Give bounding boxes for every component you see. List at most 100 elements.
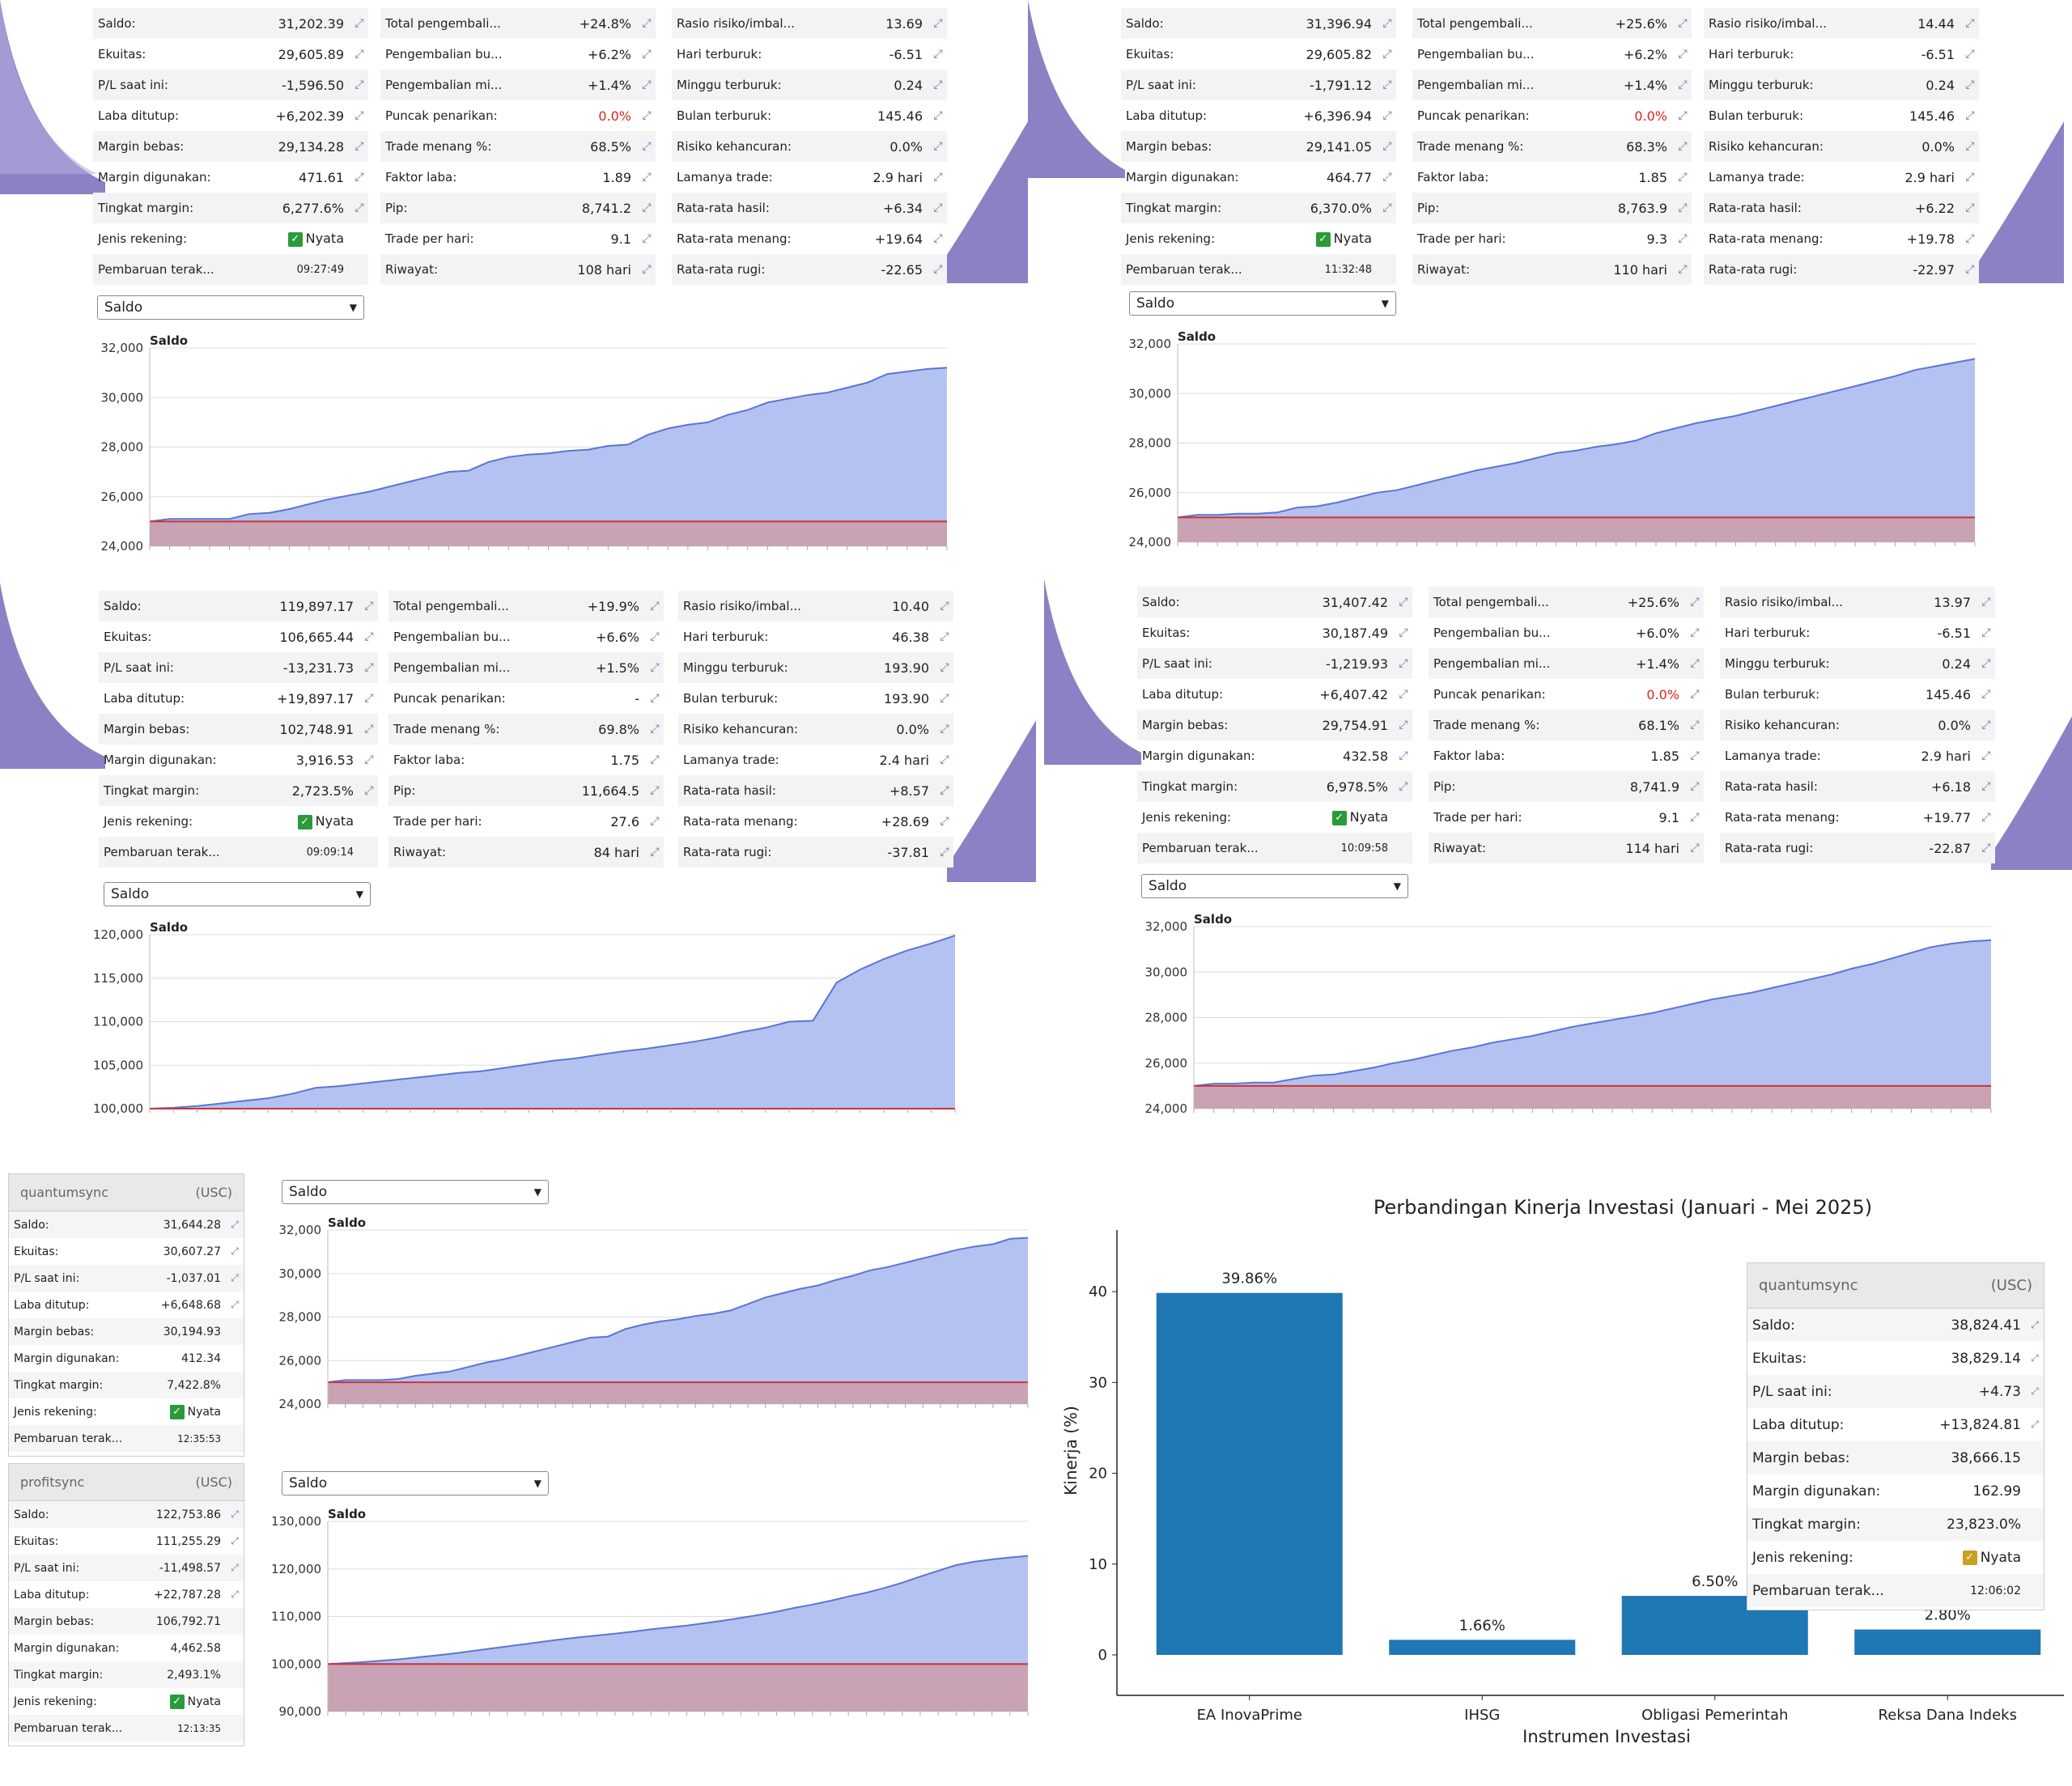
chart-link-icon[interactable]: ⤢	[940, 692, 949, 705]
chart-link-icon[interactable]: ⤢	[1981, 657, 1991, 670]
chart-link-icon[interactable]: ⤢	[1678, 140, 1688, 153]
chart-link-icon[interactable]: ⤢	[1981, 688, 1991, 701]
chart-link-icon[interactable]: ⤢	[2031, 1352, 2039, 1364]
chart-link-icon[interactable]: ⤢	[1690, 719, 1700, 732]
chart-link-icon[interactable]: ⤢	[1965, 263, 1975, 276]
chart-link-icon[interactable]: ⤢	[1965, 140, 1975, 153]
chart-link-icon[interactable]: ⤢	[355, 109, 364, 122]
chart-link-icon[interactable]: ⤢	[1965, 48, 1975, 61]
chart-link-icon[interactable]: ⤢	[933, 17, 943, 30]
chart-link-icon[interactable]: ⤢	[650, 815, 660, 828]
chart-link-icon[interactable]: ⤢	[1965, 171, 1975, 184]
chart-link-icon[interactable]: ⤢	[1690, 811, 1700, 824]
chart-link-icon[interactable]: ⤢	[940, 723, 949, 736]
chart-select[interactable]: Saldo ▼	[97, 295, 364, 320]
chart-link-icon[interactable]: ⤢	[1399, 626, 1408, 639]
chart-link-icon[interactable]: ⤢	[642, 140, 652, 153]
chart-link-icon[interactable]: ⤢	[1678, 17, 1688, 30]
chart-link-icon[interactable]: ⤢	[1382, 48, 1392, 61]
chart-link-icon[interactable]: ⤢	[1399, 780, 1408, 793]
chart-link-icon[interactable]: ⤢	[940, 661, 949, 674]
chart-link-icon[interactable]: ⤢	[933, 171, 943, 184]
chart-link-icon[interactable]: ⤢	[650, 784, 660, 797]
chart-link-icon[interactable]: ⤢	[1965, 78, 1975, 91]
chart-link-icon[interactable]: ⤢	[642, 78, 652, 91]
chart-link-icon[interactable]: ⤢	[1399, 719, 1408, 732]
chart-link-icon[interactable]: ⤢	[1690, 688, 1700, 701]
chart-link-icon[interactable]: ⤢	[1981, 719, 1991, 732]
chart-link-icon[interactable]: ⤢	[642, 202, 652, 214]
chart-link-icon[interactable]: ⤢	[2031, 1385, 2039, 1397]
chart-link-icon[interactable]: ⤢	[1678, 263, 1688, 276]
chart-select[interactable]: Saldo ▼	[282, 1180, 549, 1204]
chart-link-icon[interactable]: ⤢	[1965, 109, 1975, 122]
chart-link-icon[interactable]: ⤢	[355, 140, 364, 153]
chart-link-icon[interactable]: ⤢	[355, 48, 364, 61]
chart-link-icon[interactable]: ⤢	[2031, 1319, 2039, 1330]
chart-link-icon[interactable]: ⤢	[1678, 202, 1688, 214]
chart-link-icon[interactable]: ⤢	[940, 846, 949, 859]
chart-link-icon[interactable]: ⤢	[940, 815, 949, 828]
chart-link-icon[interactable]: ⤢	[940, 630, 949, 643]
chart-link-icon[interactable]: ⤢	[1981, 842, 1991, 855]
chart-link-icon[interactable]: ⤢	[933, 202, 943, 214]
chart-link-icon[interactable]: ⤢	[933, 109, 943, 122]
chart-link-icon[interactable]: ⤢	[933, 78, 943, 91]
chart-link-icon[interactable]: ⤢	[2031, 1419, 2039, 1430]
chart-link-icon[interactable]: ⤢	[231, 1508, 239, 1520]
chart-link-icon[interactable]: ⤢	[1690, 749, 1700, 762]
chart-link-icon[interactable]: ⤢	[642, 263, 652, 276]
chart-link-icon[interactable]: ⤢	[355, 17, 364, 30]
chart-link-icon[interactable]: ⤢	[231, 1245, 239, 1257]
chart-link-icon[interactable]: ⤢	[355, 171, 364, 184]
chart-link-icon[interactable]: ⤢	[364, 784, 374, 797]
chart-link-icon[interactable]: ⤢	[1965, 232, 1975, 245]
chart-link-icon[interactable]: ⤢	[1678, 109, 1688, 122]
chart-link-icon[interactable]: ⤢	[1678, 78, 1688, 91]
chart-link-icon[interactable]: ⤢	[1690, 596, 1700, 609]
chart-link-icon[interactable]: ⤢	[364, 753, 374, 766]
chart-link-icon[interactable]: ⤢	[650, 723, 660, 736]
chart-link-icon[interactable]: ⤢	[1399, 688, 1408, 701]
chart-link-icon[interactable]: ⤢	[933, 140, 943, 153]
chart-link-icon[interactable]: ⤢	[1382, 78, 1392, 91]
chart-link-icon[interactable]: ⤢	[1690, 626, 1700, 639]
chart-link-icon[interactable]: ⤢	[650, 753, 660, 766]
chart-link-icon[interactable]: ⤢	[1965, 202, 1975, 214]
chart-link-icon[interactable]: ⤢	[650, 600, 660, 613]
chart-link-icon[interactable]: ⤢	[1981, 749, 1991, 762]
chart-link-icon[interactable]: ⤢	[364, 661, 374, 674]
chart-link-icon[interactable]: ⤢	[1690, 780, 1700, 793]
chart-link-icon[interactable]: ⤢	[650, 661, 660, 674]
chart-link-icon[interactable]: ⤢	[364, 723, 374, 736]
chart-link-icon[interactable]: ⤢	[642, 232, 652, 245]
chart-link-icon[interactable]: ⤢	[364, 630, 374, 643]
chart-link-icon[interactable]: ⤢	[642, 109, 652, 122]
chart-link-icon[interactable]: ⤢	[1690, 657, 1700, 670]
chart-link-icon[interactable]: ⤢	[1382, 202, 1392, 214]
chart-link-icon[interactable]: ⤢	[1382, 17, 1392, 30]
chart-link-icon[interactable]: ⤢	[1981, 811, 1991, 824]
chart-link-icon[interactable]: ⤢	[1690, 842, 1700, 855]
chart-link-icon[interactable]: ⤢	[364, 600, 374, 613]
chart-link-icon[interactable]: ⤢	[1678, 171, 1688, 184]
chart-link-icon[interactable]: ⤢	[1399, 657, 1408, 670]
chart-link-icon[interactable]: ⤢	[940, 784, 949, 797]
chart-link-icon[interactable]: ⤢	[231, 1219, 239, 1230]
chart-link-icon[interactable]: ⤢	[1678, 48, 1688, 61]
chart-link-icon[interactable]: ⤢	[1382, 171, 1392, 184]
chart-link-icon[interactable]: ⤢	[650, 630, 660, 643]
chart-link-icon[interactable]: ⤢	[642, 171, 652, 184]
chart-link-icon[interactable]: ⤢	[364, 692, 374, 705]
chart-link-icon[interactable]: ⤢	[940, 600, 949, 613]
chart-link-icon[interactable]: ⤢	[933, 263, 943, 276]
chart-link-icon[interactable]: ⤢	[642, 48, 652, 61]
chart-link-icon[interactable]: ⤢	[355, 202, 364, 214]
chart-link-icon[interactable]: ⤢	[1965, 17, 1975, 30]
chart-link-icon[interactable]: ⤢	[231, 1535, 239, 1546]
chart-select[interactable]: Saldo ▼	[1141, 874, 1408, 898]
chart-link-icon[interactable]: ⤢	[1382, 109, 1392, 122]
chart-link-icon[interactable]: ⤢	[1981, 626, 1991, 639]
chart-link-icon[interactable]: ⤢	[1399, 596, 1408, 609]
chart-link-icon[interactable]: ⤢	[940, 753, 949, 766]
